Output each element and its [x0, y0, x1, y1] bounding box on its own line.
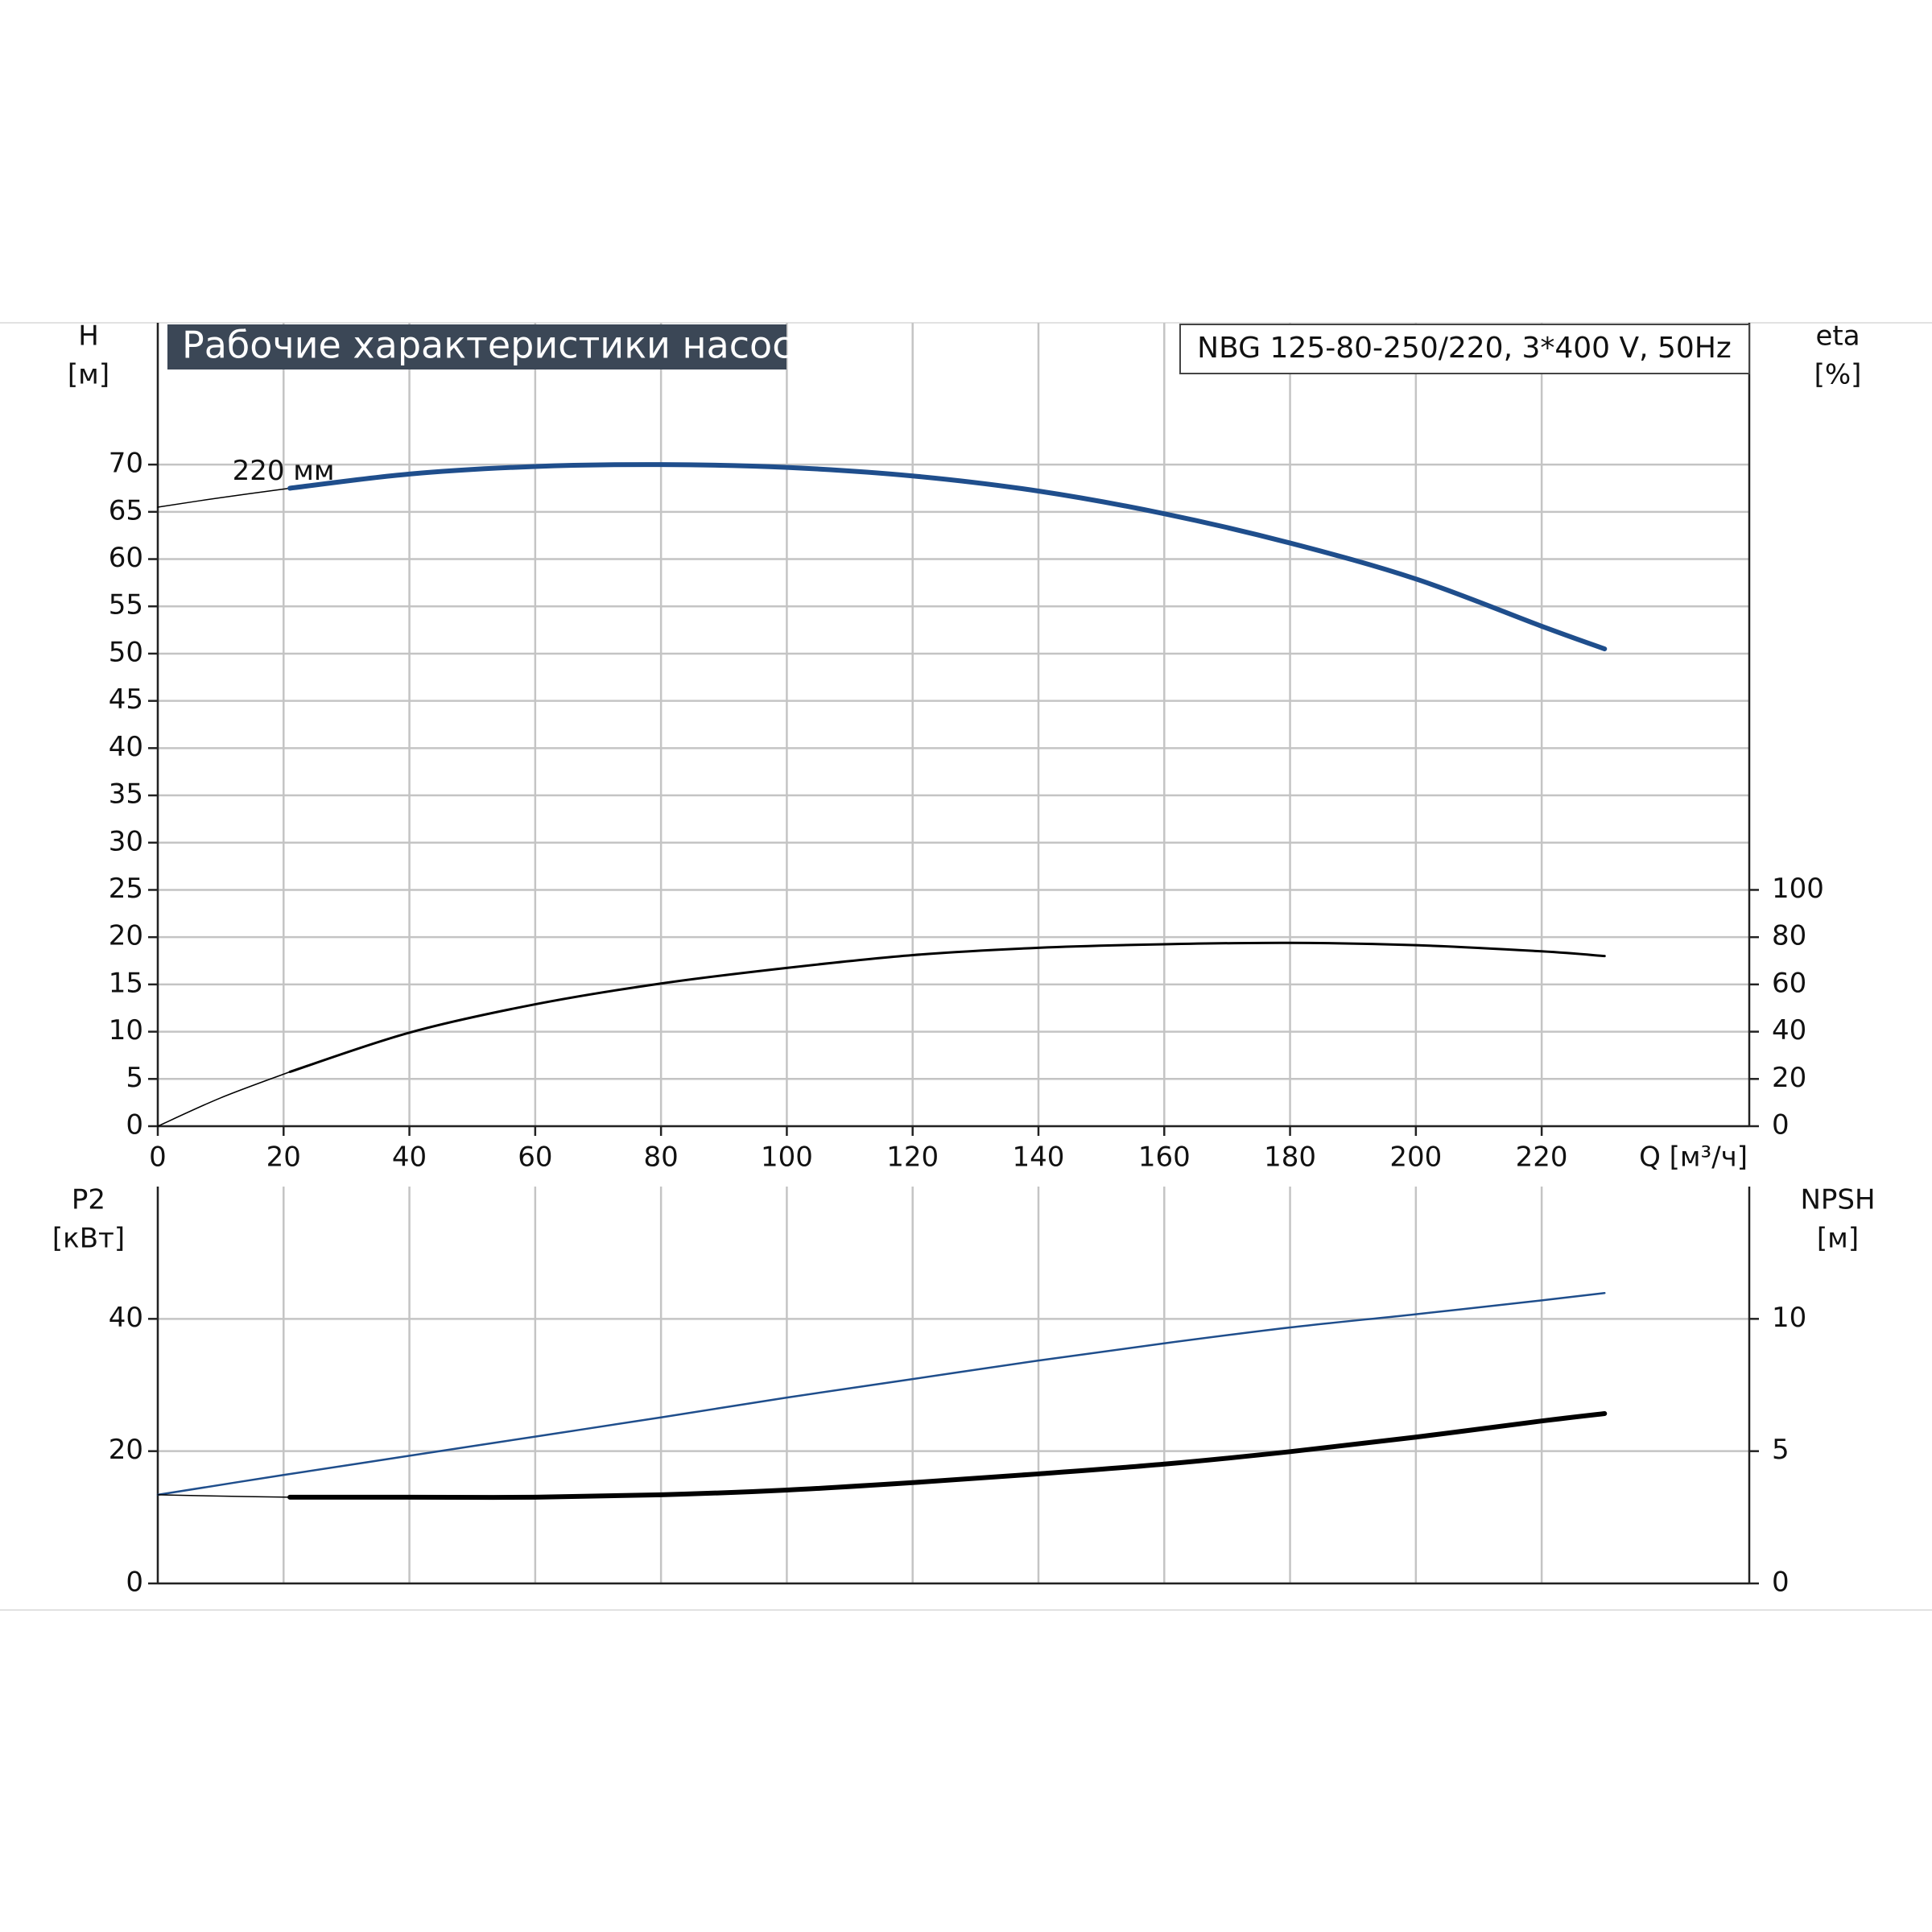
x-tick-label: 160	[1138, 1141, 1191, 1174]
y-tick-label: 45	[109, 683, 143, 716]
curve	[157, 487, 291, 508]
x-tick-label: 0	[149, 1141, 167, 1174]
y2-tick-label: 80	[1772, 920, 1806, 952]
y2-axis-unit: [%]	[1814, 359, 1862, 391]
y2-tick-label: 10	[1772, 1302, 1806, 1334]
y-tick-label: 40	[109, 1302, 143, 1334]
y-tick-label: 25	[109, 873, 143, 905]
y-tick-label: 0	[126, 1567, 143, 1599]
y-tick-label: 40	[109, 731, 143, 763]
x-tick-label: 220	[1516, 1141, 1568, 1174]
curve	[157, 1071, 291, 1127]
chart-title: Рабочие характеристики насоса	[182, 324, 815, 367]
model-box	[1179, 324, 1750, 374]
x-tick-label: 40	[392, 1141, 427, 1174]
y2-tick-label: 40	[1772, 1014, 1806, 1046]
y2-axis-unit: [м]	[1817, 1223, 1859, 1255]
x-tick-label: 60	[518, 1141, 552, 1174]
x-tick-label: 20	[266, 1141, 301, 1174]
y2-tick-label: 5	[1772, 1434, 1790, 1466]
x-tick-label: 200	[1389, 1141, 1442, 1174]
y2-tick-label: 60	[1772, 967, 1806, 999]
y2-tick-label: 0	[1772, 1109, 1790, 1141]
y-tick-label: 30	[109, 825, 143, 857]
curve	[156, 1292, 1606, 1496]
y-tick-label: 20	[109, 920, 143, 952]
x-tick-label: 120	[886, 1141, 939, 1174]
model-label: NBG 125-80-250/220, 3*400 V, 50Hz	[1197, 332, 1732, 365]
y-axis-unit: [кВт]	[52, 1223, 125, 1255]
y-tick-label: 35	[109, 778, 143, 811]
y-tick-label: 0	[126, 1109, 143, 1141]
x-tick-label: 80	[644, 1141, 679, 1174]
y-tick-label: 50	[109, 636, 143, 668]
x-tick-label: 180	[1264, 1141, 1316, 1174]
y2-tick-label: 100	[1772, 873, 1824, 905]
x-tick-label: 140	[1013, 1141, 1065, 1174]
y-tick-label: 10	[109, 1014, 143, 1046]
curve	[157, 1494, 291, 1498]
y2-axis-label: NPSH	[1800, 1184, 1875, 1216]
y2-tick-label: 20	[1772, 1062, 1806, 1094]
y-tick-label: 15	[109, 967, 143, 999]
curve	[287, 462, 1608, 652]
y-axis-label: H	[78, 320, 99, 353]
y-axis-unit: [м]	[68, 359, 109, 391]
y-tick-label: 65	[109, 494, 143, 526]
title-box	[167, 324, 786, 369]
x-tick-label: 100	[761, 1141, 813, 1174]
y-tick-label: 20	[109, 1434, 143, 1466]
x-axis-label: Q [м³/ч]	[1639, 1141, 1748, 1174]
y-tick-label: 5	[126, 1062, 143, 1094]
curve-label: 220 мм	[233, 455, 335, 487]
curve	[288, 941, 1606, 1073]
y-tick-label: 60	[109, 542, 143, 574]
y-axis-label: P2	[72, 1184, 105, 1216]
curve	[287, 1411, 1608, 1501]
y-tick-label: 55	[109, 589, 143, 621]
y-tick-label: 70	[109, 448, 143, 480]
y2-tick-label: 0	[1772, 1567, 1790, 1599]
y2-axis-label: eta	[1815, 320, 1860, 353]
